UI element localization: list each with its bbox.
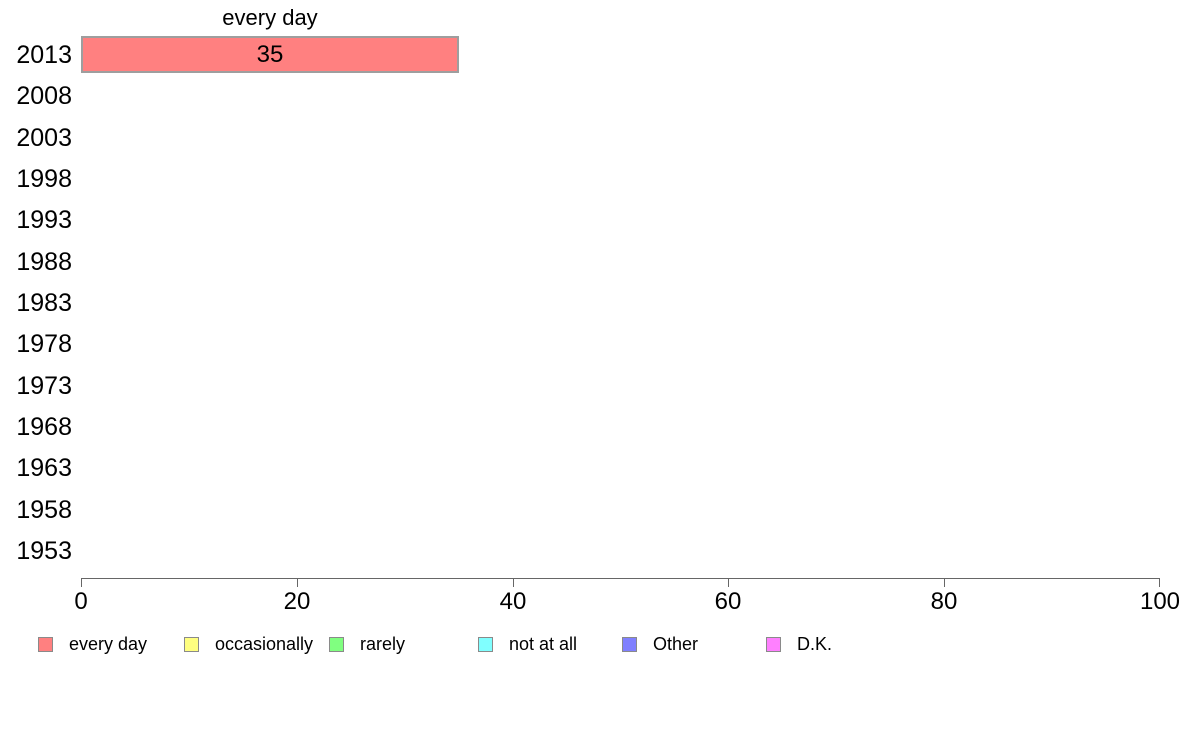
legend-swatch-rarely	[329, 636, 344, 652]
x-axis-tick-label-20: 20	[283, 588, 311, 615]
legend-swatch-occasionally	[184, 636, 199, 652]
y-axis-label-1978: 1978	[16, 330, 72, 358]
legend-item-rarely: rarely	[329, 634, 405, 654]
x-axis-tick-label-60: 60	[714, 588, 742, 615]
x-axis-tick-label-80: 80	[930, 588, 958, 615]
legend-swatch-dk	[766, 636, 781, 652]
legend-label-not-at-all: not at all	[509, 633, 578, 654]
y-axis-label-1963: 1963	[16, 454, 72, 482]
x-axis-tick-label-0: 0	[74, 588, 88, 615]
x-axis-tick-40	[513, 578, 514, 587]
y-axis-label-1973: 1973	[16, 372, 72, 400]
x-axis-tick-80	[944, 578, 945, 587]
y-axis-label-2003: 2003	[16, 124, 72, 152]
x-axis-tick-label-100: 100	[1139, 588, 1181, 615]
y-axis-label-2013: 2013	[16, 41, 72, 69]
legend-item-dk: D.K.	[766, 634, 832, 654]
legend-swatch-other	[622, 636, 637, 652]
legend-label-every-day: every day	[69, 633, 148, 654]
legend-item-other: Other	[622, 634, 698, 654]
x-axis-tick-60	[728, 578, 729, 587]
legend-item-occasionally: occasionally	[184, 634, 313, 654]
legend-swatch-not-at-all	[478, 636, 493, 652]
y-axis-label-2008: 2008	[16, 82, 72, 110]
x-axis-line	[81, 578, 1160, 579]
legend-label-rarely: rarely	[360, 633, 406, 654]
legend-swatch-every-day	[38, 636, 53, 652]
x-axis-tick-0	[81, 578, 82, 587]
y-axis-label-1958: 1958	[16, 496, 72, 524]
x-axis-tick-100	[1159, 578, 1160, 587]
x-axis-tick-20	[297, 578, 298, 587]
legend-item-every-day: every day	[38, 634, 147, 654]
y-axis-label-1988: 1988	[16, 248, 72, 276]
bar-value-label: 35	[256, 40, 284, 68]
y-axis-label-1998: 1998	[16, 165, 72, 193]
y-axis-label-1983: 1983	[16, 289, 72, 317]
y-axis-label-1993: 1993	[16, 206, 72, 234]
legend-label-other: Other	[653, 633, 699, 654]
bar-2013: 35	[81, 36, 459, 73]
legend-label-occasionally: occasionally	[215, 633, 314, 654]
y-axis-label-1953: 1953	[16, 537, 72, 565]
chart-title: every day	[222, 5, 318, 30]
legend-item-not-at-all: not at all	[478, 634, 577, 654]
y-axis-label-1968: 1968	[16, 413, 72, 441]
legend-label-dk: D.K.	[797, 633, 833, 654]
x-axis-tick-label-40: 40	[499, 588, 527, 615]
